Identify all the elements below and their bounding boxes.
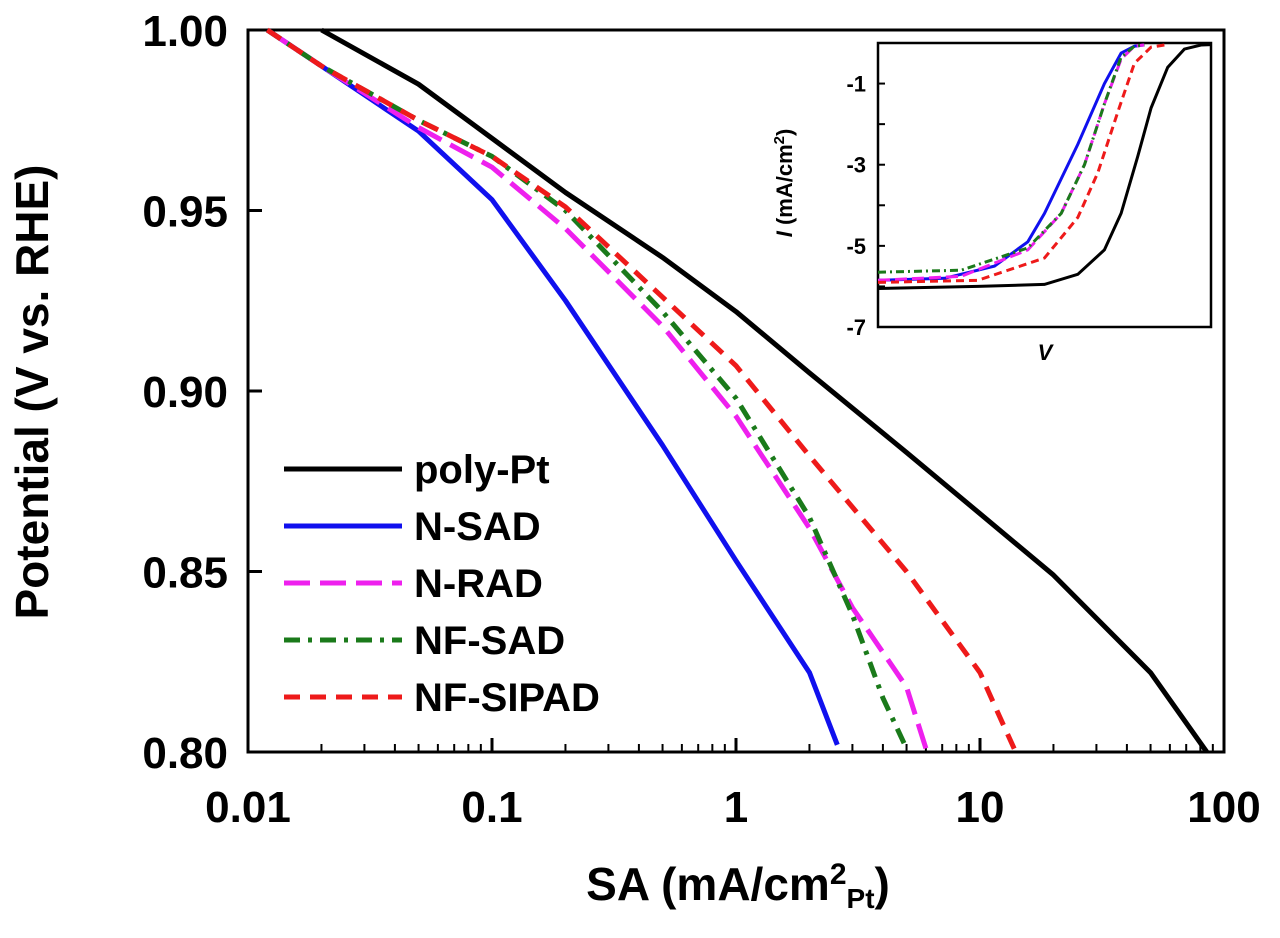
chart: 0.01 0.1 1 10 100 0.80 0.85 0.90 0.95 1.00 poly-P…: [0, 0, 1280, 938]
y-tick-label: 0.95: [142, 188, 228, 237]
y-axis-title: Potential (V vs. RHE): [6, 165, 58, 620]
legend-label-nf-sipad: NF-SIPAD: [414, 676, 600, 720]
x-tick-label: 0.01: [205, 783, 291, 832]
y-tick-label: 0.85: [142, 549, 228, 598]
inset-y-tick-label: -3: [846, 153, 866, 178]
legend-label-nf-sad: NF-SAD: [414, 619, 565, 663]
legend: poly-Pt N-SAD N-RAD NF-SAD NF-SIPAD: [284, 448, 600, 720]
x-tick-label: 10: [956, 783, 1005, 832]
inset-y-axis-title: I (mA/cm2): [771, 129, 797, 238]
legend-label-poly-pt: poly-Pt: [414, 448, 550, 492]
y-tick-label: 0.90: [142, 368, 228, 417]
inset-y-tick-label: -5: [846, 234, 866, 259]
x-tick-label: 1: [724, 783, 748, 832]
x-tick-label: 0.1: [461, 783, 522, 832]
x-tick-label: 100: [1187, 783, 1260, 832]
inset-y-tick-label: -1: [846, 72, 866, 97]
legend-label-n-sad: N-SAD: [414, 505, 541, 549]
y-tick-label: 1.00: [142, 7, 228, 56]
inset-axes: -1 -3 -5 -7: [846, 43, 1211, 340]
y-tick-label: 0.80: [142, 729, 228, 778]
legend-label-n-rad: N-RAD: [414, 562, 543, 606]
inset-y-tick-label: -7: [846, 315, 866, 340]
inset-x-axis-title: V: [1038, 340, 1055, 365]
x-axis-title: SA (mA/cm2Pt): [586, 858, 890, 914]
